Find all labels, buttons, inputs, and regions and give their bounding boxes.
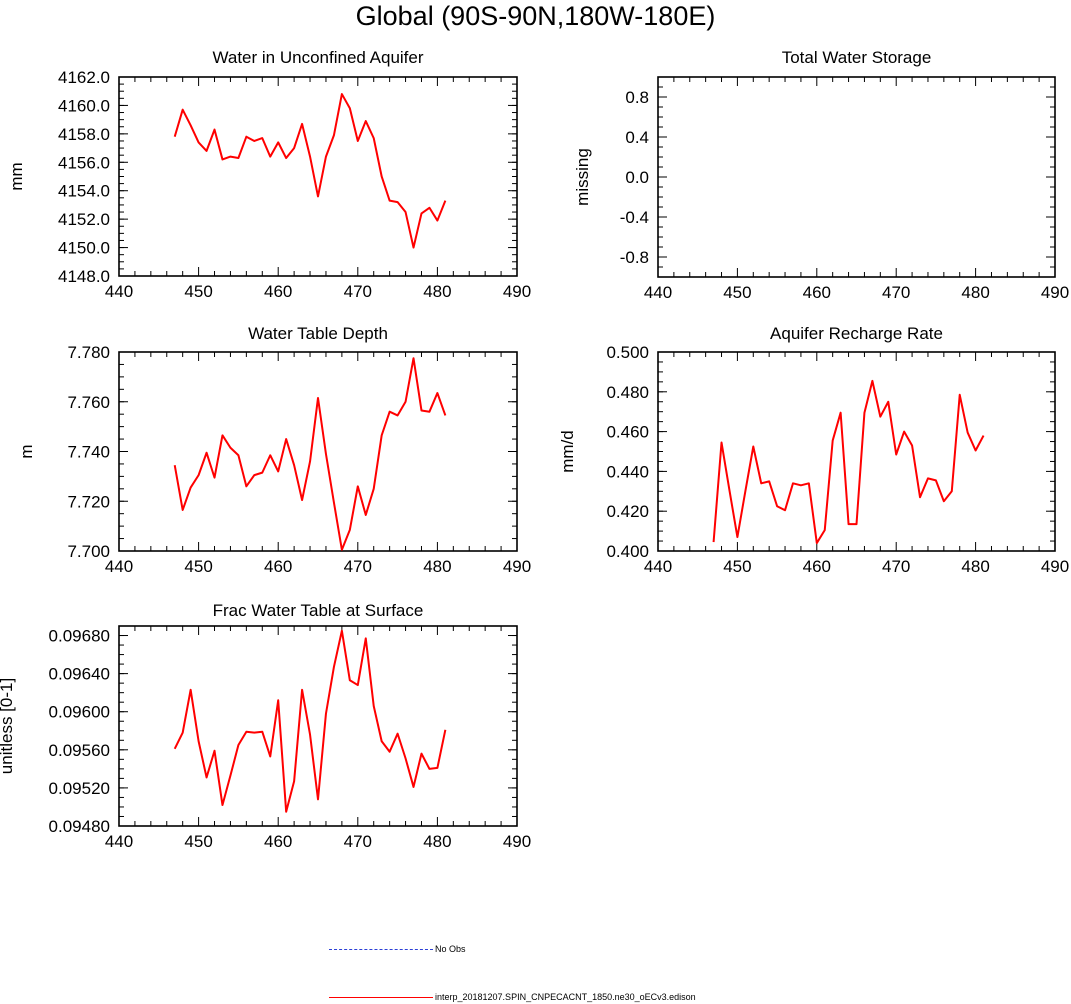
y-tick-label: 4158.0 (58, 125, 110, 144)
legend-item-model-run: interp_20181207.SPIN_CNPECACNT_1850.ne30… (329, 990, 696, 1004)
y-tick-label: 0.500 (606, 343, 649, 362)
x-tick-label: 450 (723, 283, 751, 302)
x-tick-label: 450 (184, 557, 212, 576)
legend-line-solid (329, 996, 433, 998)
x-tick-label: 490 (1041, 557, 1069, 576)
y-axis-label: unitless [0-1] (0, 678, 16, 774)
y-tick-label: 7.740 (67, 443, 110, 462)
x-tick-label: 470 (882, 283, 910, 302)
x-tick-label: 450 (184, 282, 212, 301)
legend-label-no-obs: No Obs (435, 944, 466, 954)
x-tick-label: 440 (644, 283, 672, 302)
y-tick-label: 4160.0 (58, 96, 110, 115)
x-tick-label: 470 (344, 832, 372, 851)
y-tick-label: -0.4 (620, 208, 649, 227)
y-axis-label: mm (7, 162, 26, 190)
plot-frame-4 (118, 625, 518, 827)
y-tick-label: 0.480 (606, 383, 649, 402)
y-axis-label: missing (573, 148, 592, 206)
y-tick-label: 0.09480 (49, 817, 110, 836)
x-tick-label: 480 (423, 557, 451, 576)
series-line-4-0 (173, 629, 447, 813)
legend-line-dashed (329, 948, 433, 950)
y-axis-label: mm/d (558, 430, 577, 473)
y-tick-label: 0.09520 (49, 779, 110, 798)
y-tick-label: 0.460 (606, 423, 649, 442)
panel-title: Water Table Depth (248, 324, 388, 343)
x-tick-label: 450 (184, 832, 212, 851)
y-tick-label: 0.400 (606, 542, 649, 561)
y-tick-label: 7.760 (67, 393, 110, 412)
y-tick-label: 0.09560 (49, 741, 110, 760)
plot-frame-0 (118, 76, 518, 277)
y-tick-label: 0.440 (606, 462, 649, 481)
x-tick-label: 490 (503, 832, 531, 851)
y-tick-label: 0.420 (606, 502, 649, 521)
series-line-0-0 (173, 93, 447, 249)
plot-frame-1 (657, 76, 1056, 278)
x-tick-label: 460 (803, 557, 831, 576)
x-tick-label: 490 (1041, 283, 1069, 302)
y-tick-label: 0.09640 (49, 665, 110, 684)
y-tick-label: 4150.0 (58, 239, 110, 258)
y-tick-label: 0.0 (625, 168, 649, 187)
y-tick-label: 4154.0 (58, 182, 110, 201)
x-tick-label: 460 (264, 832, 292, 851)
x-tick-label: 440 (105, 832, 133, 851)
y-tick-label: 7.780 (67, 343, 110, 362)
y-tick-label: 4162.0 (58, 68, 110, 87)
figure-title: Global (90S-90N,180W-180E) (355, 1, 716, 31)
y-tick-label: 7.720 (67, 492, 110, 511)
x-tick-label: 460 (264, 557, 292, 576)
x-tick-label: 440 (105, 282, 133, 301)
panel-title: Water in Unconfined Aquifer (212, 48, 423, 67)
x-tick-label: 460 (803, 283, 831, 302)
x-tick-label: 480 (961, 557, 989, 576)
x-tick-label: 440 (644, 557, 672, 576)
y-axis-label: m (17, 444, 36, 458)
y-tick-label: -0.8 (620, 248, 649, 267)
x-tick-label: 490 (503, 557, 531, 576)
panel-title: Aquifer Recharge Rate (770, 324, 943, 343)
x-tick-label: 450 (723, 557, 751, 576)
y-tick-label: 4148.0 (58, 267, 110, 286)
x-tick-label: 440 (105, 557, 133, 576)
plot-frame-2 (118, 351, 518, 552)
y-tick-label: 7.700 (67, 542, 110, 561)
x-tick-label: 490 (503, 282, 531, 301)
y-tick-label: 4156.0 (58, 153, 110, 172)
y-tick-label: 0.4 (625, 128, 649, 147)
series-line-2-0 (173, 357, 447, 551)
x-tick-label: 460 (264, 282, 292, 301)
series-line-3-0 (712, 379, 985, 545)
y-tick-label: 0.09680 (49, 627, 110, 646)
panel-title: Total Water Storage (782, 48, 932, 67)
x-tick-label: 470 (344, 557, 372, 576)
y-tick-label: 4152.0 (58, 210, 110, 229)
x-tick-label: 470 (882, 557, 910, 576)
x-tick-label: 480 (961, 283, 989, 302)
panel-title: Frac Water Table at Surface (213, 601, 424, 620)
x-tick-label: 470 (344, 282, 372, 301)
legend-label-model-run: interp_20181207.SPIN_CNPECACNT_1850.ne30… (435, 992, 696, 1002)
x-tick-label: 480 (423, 282, 451, 301)
y-tick-label: 0.8 (625, 88, 649, 107)
legend-item-no-obs: No Obs (329, 942, 466, 956)
y-tick-label: 0.09600 (49, 703, 110, 722)
x-tick-label: 480 (423, 832, 451, 851)
